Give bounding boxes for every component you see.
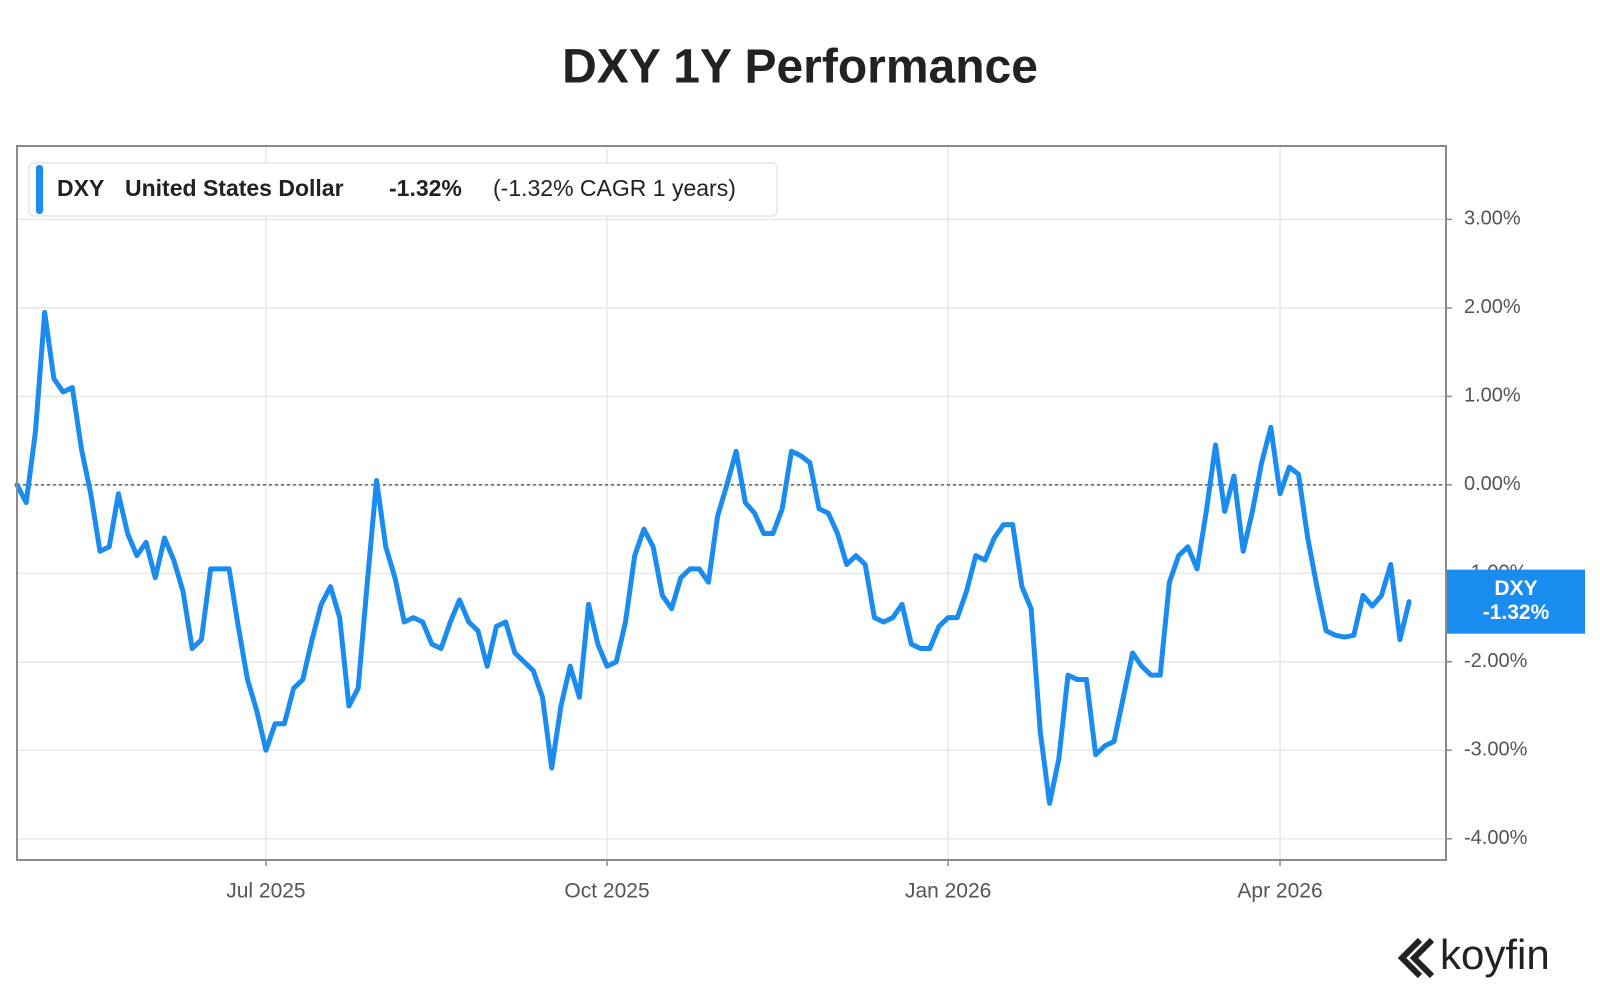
x-tick-label: Apr 2026 (1237, 880, 1322, 903)
y-tick-label: 2.00% (1464, 296, 1521, 318)
y-tick-label: -4.00% (1464, 827, 1528, 849)
y-tick-label: -2.00% (1464, 650, 1528, 672)
legend-swatch (36, 165, 43, 214)
legend-name: United States Dollar (125, 175, 344, 201)
legend-ticker: DXY (57, 175, 104, 201)
x-tick-label: Jul 2025 (226, 880, 305, 903)
plot-frame (16, 145, 1447, 861)
legend-box (28, 162, 778, 217)
legend: DXY United States Dollar -1.32% (-1.32% … (28, 162, 778, 217)
last-value-label: -1.32% (1483, 601, 1550, 624)
logo: koyfin (1397, 931, 1550, 979)
y-tick-label: 3.00% (1464, 208, 1521, 230)
last-value-name: DXY (1494, 577, 1537, 600)
plot (14, 309, 1412, 806)
legend-change: -1.32% (389, 175, 462, 201)
legend-note: (-1.32% CAGR 1 years) (493, 175, 736, 201)
y-tick-label: -3.00% (1464, 739, 1528, 761)
chart-title: DXY 1Y Performance (562, 41, 1038, 94)
x-tick-label: Oct 2025 (564, 880, 649, 903)
y-tick-label: 0.00% (1464, 473, 1521, 495)
logo-text: koyfin (1440, 931, 1550, 978)
series-line (14, 309, 1412, 806)
logo-icon (1397, 937, 1435, 979)
grid: 3.00%2.00%1.00%0.00%-1.00%-2.00%-3.00%-4… (17, 146, 1528, 903)
last-value-box (1447, 569, 1585, 634)
x-tick-label: Jan 2026 (905, 880, 991, 903)
y-tick-label: 1.00% (1464, 385, 1521, 407)
